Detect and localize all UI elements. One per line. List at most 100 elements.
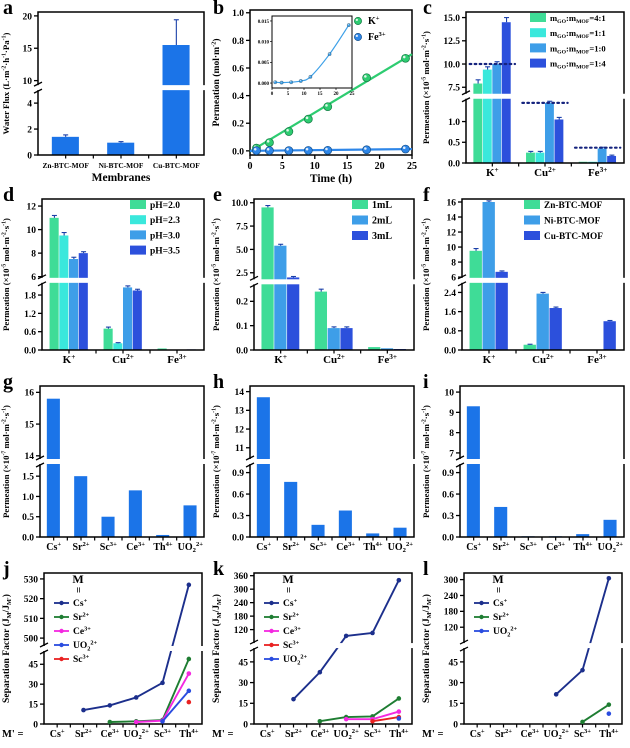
- svg-text:2mL: 2mL: [372, 216, 392, 227]
- svg-text:0.6: 0.6: [24, 328, 36, 338]
- svg-text:Ce3+: Ce3+: [283, 626, 301, 638]
- svg-text:0.9: 0.9: [232, 469, 244, 479]
- svg-text:Sc3+: Sc3+: [154, 728, 171, 740]
- svg-text:Sc3+: Sc3+: [310, 541, 327, 553]
- svg-text:240: 240: [234, 599, 249, 609]
- svg-text:Cs+: Cs+: [73, 598, 88, 610]
- svg-text:Water Flux (L·m-2·h-1·Pa-1): Water Flux (L·m-2·h-1·Pa-1): [1, 33, 11, 135]
- svg-text:mGO:mMOF=1:1: mGO:mMOF=1:1: [550, 28, 606, 40]
- svg-text:K+: K+: [483, 352, 496, 366]
- svg-text:15.0: 15.0: [443, 14, 460, 24]
- svg-text:Cs+: Cs+: [470, 728, 485, 740]
- svg-text:0.5: 0.5: [448, 139, 460, 149]
- svg-text:=: =: [72, 587, 84, 593]
- svg-text:10: 10: [27, 226, 37, 236]
- svg-text:16: 16: [25, 389, 35, 399]
- svg-text:8: 8: [31, 250, 36, 260]
- svg-text:510: 510: [24, 615, 39, 625]
- svg-text:45: 45: [449, 658, 459, 668]
- svg-text:Sr2+: Sr2+: [283, 612, 300, 624]
- svg-text:0.0: 0.0: [24, 346, 36, 356]
- svg-text:Fe3+: Fe3+: [167, 352, 186, 366]
- svg-text:3mL: 3mL: [372, 231, 392, 242]
- svg-text:=: =: [492, 587, 504, 593]
- svg-text:Sc3+: Sc3+: [574, 728, 591, 740]
- chart-g: 0.0 0.5 1.0 1.5 14 15 16 Cs+ Sr2+ Sc3+ Ce3+ Th4+ UO2…: [1, 385, 206, 554]
- svg-text:pH=2.0: pH=2.0: [150, 201, 180, 211]
- svg-text:Sr2+: Sr2+: [282, 541, 299, 553]
- svg-text:Fe3+: Fe3+: [588, 165, 607, 179]
- svg-text:Sr2+: Sr2+: [72, 541, 89, 553]
- chart-k: 0 15 30 45 120 180 240 300 360 Cs+ Sr2+ Ce3+ UO22+ Sc…: [211, 572, 414, 741]
- svg-text:Th4+: Th4+: [389, 728, 409, 740]
- chart-l: 0 15 30 45 120 180 240 300 Cs+ Sr2+ Ce3+ UO22+ Sc3+ T…: [421, 572, 624, 741]
- svg-text:Cs+: Cs+: [466, 541, 481, 553]
- svg-text:Cu-BTC-MOF: Cu-BTC-MOF: [544, 232, 603, 242]
- svg-text:7.5: 7.5: [236, 222, 248, 232]
- svg-text:Sc3+: Sc3+: [364, 728, 381, 740]
- svg-text:Permeation (×10-5 mol·m-2·s-1): Permeation (×10-5 mol·m-2·s-1): [421, 31, 431, 144]
- svg-text:7.5: 7.5: [448, 84, 460, 94]
- svg-text:20: 20: [375, 161, 385, 172]
- svg-text:UO22+: UO22+: [493, 626, 518, 639]
- svg-text:0.9: 0.9: [442, 469, 454, 479]
- svg-text:20: 20: [334, 92, 340, 97]
- panel-d: d 0.0 0.6 1.2 1.8 6 8 10 12 K+ Cu2+ Fe3+ Permeation …: [0, 184, 210, 374]
- svg-text:300: 300: [444, 576, 459, 586]
- svg-text:530: 530: [24, 575, 39, 585]
- svg-text:0.005: 0.005: [258, 61, 270, 66]
- svg-text:Permeation (×10-7 mol·m-2·s-1): Permeation (×10-7 mol·m-2·s-1): [421, 405, 431, 518]
- svg-text:0.0: 0.0: [232, 533, 244, 543]
- svg-text:M' =: M' =: [212, 729, 233, 740]
- svg-text:0.2: 0.2: [232, 120, 244, 130]
- panel-letter-j: j: [3, 558, 10, 580]
- chart-b: 0 5 10 15 20 25 0.0 0.2 0.4 0.6 0.8 1.0 Time (h) Perm…: [210, 9, 417, 185]
- svg-text:15: 15: [318, 92, 324, 97]
- svg-text:mGO:mMOF=4:1: mGO:mMOF=4:1: [550, 13, 606, 25]
- svg-text:Sc3+: Sc3+: [73, 654, 90, 666]
- svg-text:0.4: 0.4: [232, 92, 244, 102]
- svg-text:1.0: 1.0: [232, 9, 244, 19]
- svg-text:12: 12: [235, 425, 245, 435]
- svg-text:0.8: 0.8: [232, 37, 244, 47]
- svg-text:Sr2+: Sr2+: [495, 728, 512, 740]
- svg-text:0: 0: [271, 92, 274, 97]
- svg-text:10: 10: [447, 243, 457, 253]
- svg-text:6: 6: [451, 273, 456, 283]
- panel-j: j 0 15 30 45 500 510 520 530 Cs+ Sr2+ Ce3+ UO22+ Sc3+…: [0, 558, 210, 748]
- svg-text:0.8: 0.8: [444, 327, 456, 337]
- svg-text:Separation Factor (JM/JM'): Separation Factor (JM/JM'): [1, 594, 13, 703]
- svg-text:1.5: 1.5: [22, 473, 34, 483]
- svg-text:16: 16: [447, 198, 457, 208]
- svg-text:Sr2+: Sr2+: [285, 728, 302, 740]
- svg-text:30: 30: [239, 679, 249, 689]
- svg-text:UO22+: UO22+: [543, 728, 569, 741]
- svg-text:pH=2.3: pH=2.3: [150, 216, 180, 226]
- svg-text:7: 7: [449, 449, 454, 459]
- svg-text:0.0: 0.0: [444, 346, 456, 356]
- panel-letter-l: l: [423, 558, 429, 580]
- svg-text:4: 4: [27, 100, 32, 110]
- svg-text:0: 0: [27, 151, 32, 161]
- panel-b: b 0 5 10 15 20 25 0.0 0.2 0.4 0.6 0.8 1.0 Time (h) Per…: [210, 0, 420, 187]
- svg-text:Permeation (×10-5 mol·m-2·s-1): Permeation (×10-5 mol·m-2·s-1): [421, 218, 431, 331]
- svg-text:Cs+: Cs+: [50, 728, 65, 740]
- svg-text:1.8: 1.8: [24, 291, 36, 301]
- chart-e: 0.0 0.1 0.2 2.5 5.0 7.5 10.0 K+ Cu2+ Fe3+ Permeati…: [211, 198, 416, 366]
- panel-letter-f: f: [423, 184, 430, 206]
- svg-text:5: 5: [280, 161, 285, 172]
- svg-text:0.015: 0.015: [258, 20, 270, 25]
- svg-text:0.6: 0.6: [442, 490, 454, 500]
- svg-text:Ce3+: Ce3+: [336, 541, 355, 553]
- svg-text:1.2: 1.2: [24, 310, 36, 320]
- svg-text:0.0: 0.0: [232, 147, 244, 157]
- svg-text:UO22+: UO22+: [73, 640, 98, 653]
- svg-text:Cu2+: Cu2+: [323, 352, 345, 366]
- svg-text:10.0: 10.0: [443, 60, 460, 70]
- svg-text:Th4+: Th4+: [153, 541, 173, 553]
- svg-text:1.0: 1.0: [22, 493, 34, 503]
- svg-text:Fe3+: Fe3+: [587, 352, 606, 366]
- svg-text:0.3: 0.3: [442, 512, 454, 522]
- svg-text:K+: K+: [368, 15, 380, 27]
- svg-text:Sr2+: Sr2+: [75, 728, 92, 740]
